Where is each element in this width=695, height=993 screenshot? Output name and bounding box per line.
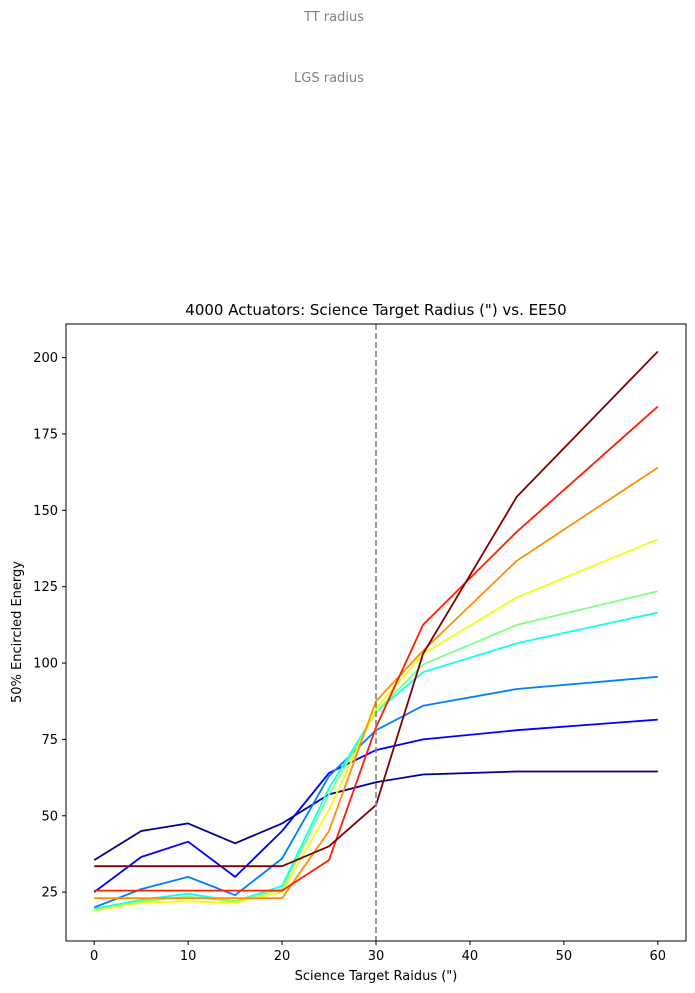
series-line-7 [94,405,659,892]
x-tick-label: 40 [462,949,479,964]
series-line-2 [93,675,658,909]
series-line-6 [94,466,659,900]
x-tick-label: 20 [274,949,291,964]
tt-radius-annotation: TT radius [303,10,364,25]
x-tick-label: 50 [556,949,573,964]
x-axis-ticks: 0 10 20 30 40 50 60 [90,941,666,964]
lgs-radius-annotation: LGS radius [294,71,364,86]
y-tick-label: 50 [41,809,58,824]
y-tick-label: 200 [33,351,58,366]
y-tick-label: 125 [33,580,58,595]
y-tick-label: 175 [33,427,58,442]
chart-title: 4000 Actuators: Science Target Radius ("… [185,301,566,319]
y-tick-label: 75 [41,733,58,748]
series-line-1 [93,718,658,893]
series-line-3 [94,611,658,910]
y-axis-label: 50% Encircled Energy [10,561,25,703]
y-axis-ticks: 25 50 75 100 125 150 175 200 [33,351,66,901]
series-line-0 [93,770,658,861]
x-tick-label: 10 [180,949,197,964]
x-tick-label: 0 [90,949,98,964]
x-tick-label: 30 [368,949,385,964]
series-line-5 [94,538,659,912]
plot-lines [93,350,659,912]
y-tick-label: 150 [33,504,58,519]
x-axis-label: Science Target Raidus (") [295,969,458,984]
x-tick-label: 60 [650,949,667,964]
y-tick-label: 25 [41,886,58,901]
y-tick-label: 100 [33,657,58,672]
series-line-8 [94,350,659,868]
